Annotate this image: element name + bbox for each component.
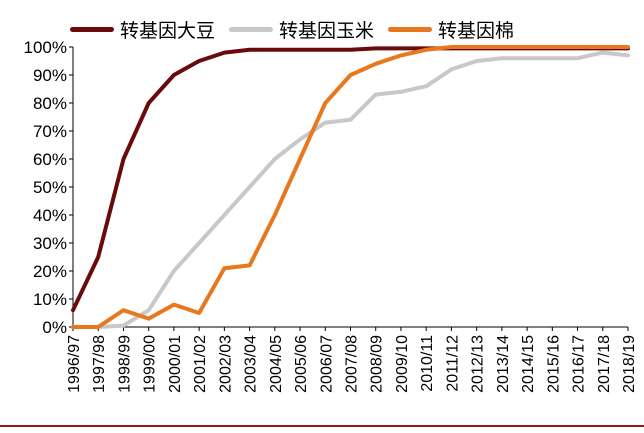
legend: 转基因大豆 转基因玉米 转基因棉: [70, 16, 528, 43]
series-lines: [71, 45, 630, 329]
legend-swatch-corn: [229, 27, 274, 32]
x-tick-label: 2018/19: [621, 335, 638, 393]
x-tick-label: 2003/04: [243, 335, 260, 393]
legend-label-cotton: 转基因棉: [438, 20, 515, 42]
x-tick-label: 2008/09: [369, 335, 386, 393]
series-line-corn: [71, 50, 630, 329]
legend-label-corn: 转基因玉米: [279, 20, 375, 42]
x-tick-label: 2015/16: [545, 335, 562, 393]
y-tick-label: 50%: [33, 178, 67, 197]
x-tick-label: 1997/98: [91, 335, 108, 393]
x-tick-label: 1998/99: [116, 335, 133, 393]
legend-item-corn: 转基因玉米: [229, 16, 374, 43]
x-tick-label: 2016/17: [571, 335, 588, 393]
x-tick-label: 1996/97: [66, 335, 83, 393]
y-tick-label: 10%: [33, 290, 67, 309]
y-axis: 0% 10% 20% 30% 40% 50% 60% 70% 80% 90% 100%: [24, 38, 74, 337]
x-tick-label: 1999/00: [142, 335, 159, 393]
legend-label-soybean: 转基因大豆: [120, 20, 216, 42]
x-tick-label: 2013/14: [495, 335, 512, 393]
legend-item-soybean: 转基因大豆: [70, 16, 215, 43]
y-tick-label: 40%: [33, 206, 67, 225]
legend-swatch-soybean: [70, 27, 114, 32]
x-tick-label: 2005/06: [293, 335, 310, 393]
y-tick-label: 0%: [42, 318, 67, 337]
y-tick-label: 80%: [33, 94, 67, 113]
legend-swatch-cotton: [388, 27, 433, 32]
x-axis: 1996/97 1997/98 1998/99 1999/00 2000/01 2001/…: [66, 326, 638, 393]
x-tick-label: 2004/05: [268, 335, 285, 393]
x-tick-label: 2014/15: [520, 335, 537, 393]
bottom-rule: [0, 425, 644, 427]
y-tick-label: 70%: [33, 122, 67, 141]
x-tick-label: 2007/08: [344, 335, 361, 393]
x-tick-label: 2017/18: [596, 335, 613, 393]
y-tick-label: 20%: [33, 262, 67, 281]
y-tick-label: 100%: [24, 38, 67, 57]
x-tick-label: 2006/07: [318, 335, 335, 393]
y-tick-label: 60%: [33, 150, 67, 169]
y-tick-label: 90%: [33, 66, 67, 85]
series-line-soybean: [71, 46, 630, 313]
x-tick-label: 2011/12: [444, 335, 461, 392]
x-tick-label: 2010/11: [419, 335, 436, 392]
x-tick-label: 2000/01: [167, 335, 184, 393]
series-line-cotton: [71, 45, 630, 329]
x-tick-label: 2002/03: [217, 335, 234, 393]
x-tick-label: 2001/02: [192, 335, 209, 393]
x-tick-label: 2012/13: [470, 335, 487, 393]
y-tick-label: 30%: [33, 234, 67, 253]
x-tick-label: 2009/10: [394, 335, 411, 393]
legend-item-cotton: 转基因棉: [388, 16, 514, 43]
